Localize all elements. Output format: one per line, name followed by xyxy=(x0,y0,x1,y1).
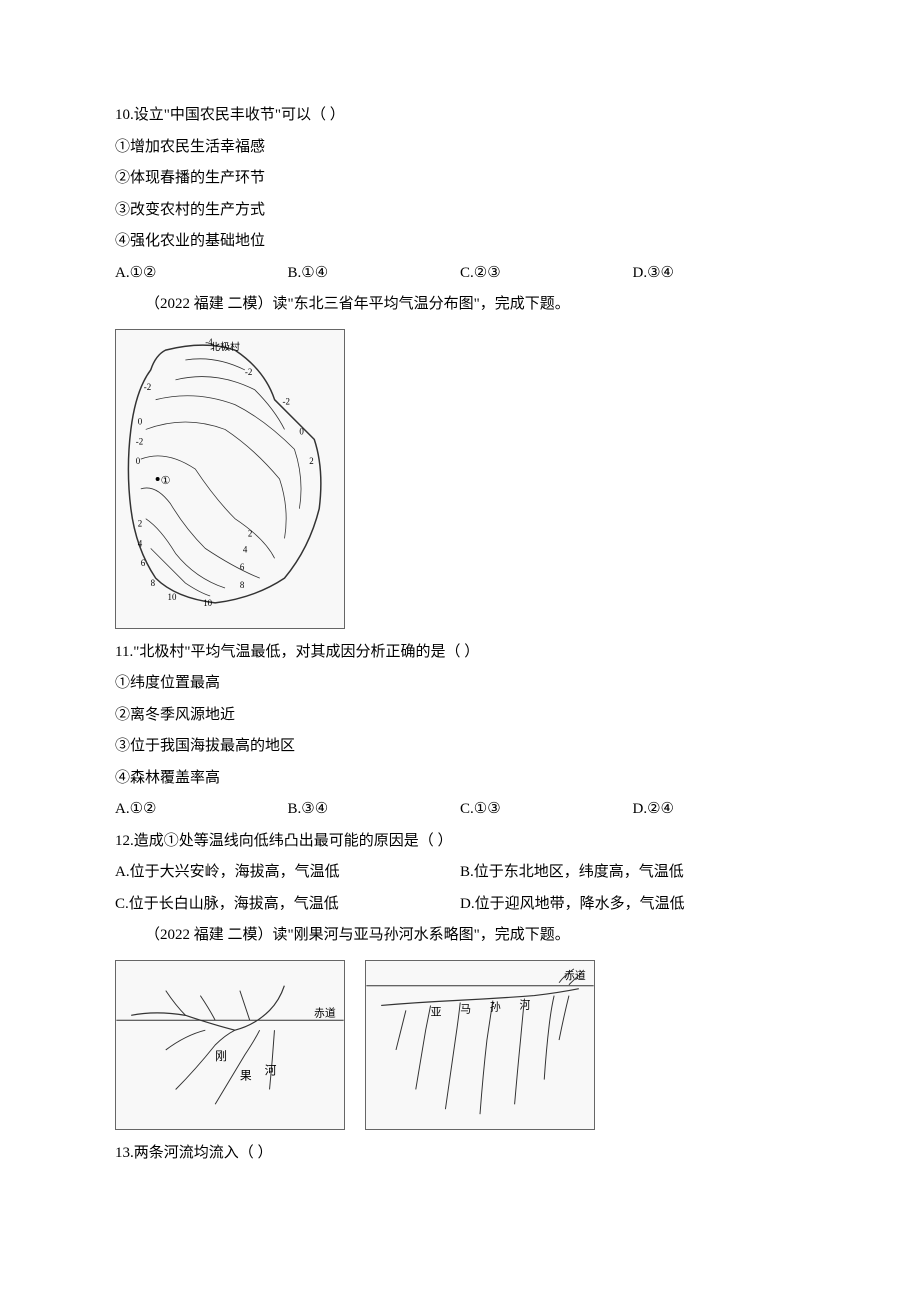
context-13: （2022 福建 二模）读"刚果河与亚马孙河水系略图"，完成下题。 xyxy=(115,920,805,952)
svg-text:10: 10 xyxy=(168,591,177,601)
q12-options-row1: A.位于大兴安岭，海拔高，气温低 B.位于东北地区，纬度高，气温低 xyxy=(115,857,805,889)
map-northeast-figure: 北极村 ① -4 -2 -2 0 -2 0 -2 0 2 2 4 6 8 10 … xyxy=(115,329,345,629)
svg-text:8: 8 xyxy=(151,578,156,588)
q10-item-3: ③改变农村的生产方式 xyxy=(115,195,805,227)
svg-text:-4: -4 xyxy=(205,337,213,347)
q11-item-2: ②离冬季风源地近 xyxy=(115,700,805,732)
q10-option-d: D.③④ xyxy=(633,258,806,290)
amazon-equator-label: 赤道 xyxy=(564,967,586,981)
svg-text:0: 0 xyxy=(138,416,143,426)
congo-equator-label: 赤道 xyxy=(314,1005,336,1019)
q10-options: A.①② B.①④ C.②③ D.③④ xyxy=(115,258,805,290)
svg-text:-2: -2 xyxy=(144,381,151,391)
q12-option-a: A.位于大兴安岭，海拔高，气温低 xyxy=(115,857,460,889)
svg-text:马: 马 xyxy=(460,1002,471,1015)
svg-text:2: 2 xyxy=(309,456,313,466)
svg-text:刚: 刚 xyxy=(215,1048,227,1062)
q11-option-b: B.③④ xyxy=(288,794,461,826)
q12-option-c: C.位于长白山脉，海拔高，气温低 xyxy=(115,889,460,921)
svg-text:河: 河 xyxy=(520,998,531,1011)
q11-option-d: D.②④ xyxy=(633,794,806,826)
q12-option-d: D.位于迎风地带，降水多，气温低 xyxy=(460,889,805,921)
svg-text:河: 河 xyxy=(265,1063,277,1077)
svg-text:0: 0 xyxy=(136,456,141,466)
map-northeast-svg: 北极村 ① -4 -2 -2 0 -2 0 -2 0 2 2 4 6 8 10 … xyxy=(116,330,344,628)
q13-stem: 13.两条河流均流入（ ） xyxy=(115,1138,805,1170)
q11-options: A.①② B.③④ C.①③ D.②④ xyxy=(115,794,805,826)
q11-item-3: ③位于我国海拔最高的地区 xyxy=(115,731,805,763)
map-amazon-svg: 赤道 亚 马 孙 河 xyxy=(366,961,594,1129)
svg-text:亚: 亚 xyxy=(431,1006,442,1018)
q12-stem: 12.造成①处等温线向低纬凸出最可能的原因是（ ） xyxy=(115,826,805,858)
label-beijicun: 北极村 xyxy=(210,340,240,353)
svg-text:8: 8 xyxy=(240,580,245,590)
map-congo-svg: 赤道 刚 果 河 xyxy=(116,961,344,1129)
q12-option-b: B.位于东北地区，纬度高，气温低 xyxy=(460,857,805,889)
q11-stem: 11."北极村"平均气温最低，对其成因分析正确的是（ ） xyxy=(115,637,805,669)
label-marker-1: ① xyxy=(161,474,171,486)
svg-text:-2: -2 xyxy=(245,366,252,376)
svg-text:孙: 孙 xyxy=(490,1000,501,1013)
svg-text:4: 4 xyxy=(243,544,248,554)
svg-text:2: 2 xyxy=(138,518,142,528)
q10-item-4: ④强化农业的基础地位 xyxy=(115,226,805,258)
q11-item-1: ①纬度位置最高 xyxy=(115,668,805,700)
svg-text:0: 0 xyxy=(299,426,304,436)
q11-option-a: A.①② xyxy=(115,794,288,826)
q10-item-2: ②体现春播的生产环节 xyxy=(115,163,805,195)
svg-text:-2: -2 xyxy=(283,396,290,406)
svg-text:2: 2 xyxy=(248,528,252,538)
q11-option-c: C.①③ xyxy=(460,794,633,826)
map-congo-figure: 赤道 刚 果 河 xyxy=(115,960,345,1130)
q10-option-b: B.①④ xyxy=(288,258,461,290)
map-amazon-figure: 赤道 亚 马 孙 河 xyxy=(365,960,595,1130)
q10-option-c: C.②③ xyxy=(460,258,633,290)
q10-stem: 10.设立"中国农民丰收节"可以（ ） xyxy=(115,100,805,132)
q10-item-1: ①增加农民生活幸福感 xyxy=(115,132,805,164)
q10-option-a: A.①② xyxy=(115,258,288,290)
svg-text:4: 4 xyxy=(138,538,143,548)
svg-text:-2: -2 xyxy=(136,436,143,446)
map-pair-rivers: 赤道 刚 果 河 赤道 亚 马 xyxy=(115,960,805,1130)
context-11-12: （2022 福建 二模）读"东北三省年平均气温分布图"，完成下题。 xyxy=(115,289,805,321)
svg-text:6: 6 xyxy=(240,562,245,572)
svg-text:10: 10 xyxy=(203,597,212,607)
map-northeast-china: 北极村 ① -4 -2 -2 0 -2 0 -2 0 2 2 4 6 8 10 … xyxy=(115,329,805,629)
q12-options-row2: C.位于长白山脉，海拔高，气温低 D.位于迎风地带，降水多，气温低 xyxy=(115,889,805,921)
svg-text:6: 6 xyxy=(141,558,146,568)
svg-text:果: 果 xyxy=(240,1068,252,1082)
q11-item-4: ④森林覆盖率高 xyxy=(115,763,805,795)
